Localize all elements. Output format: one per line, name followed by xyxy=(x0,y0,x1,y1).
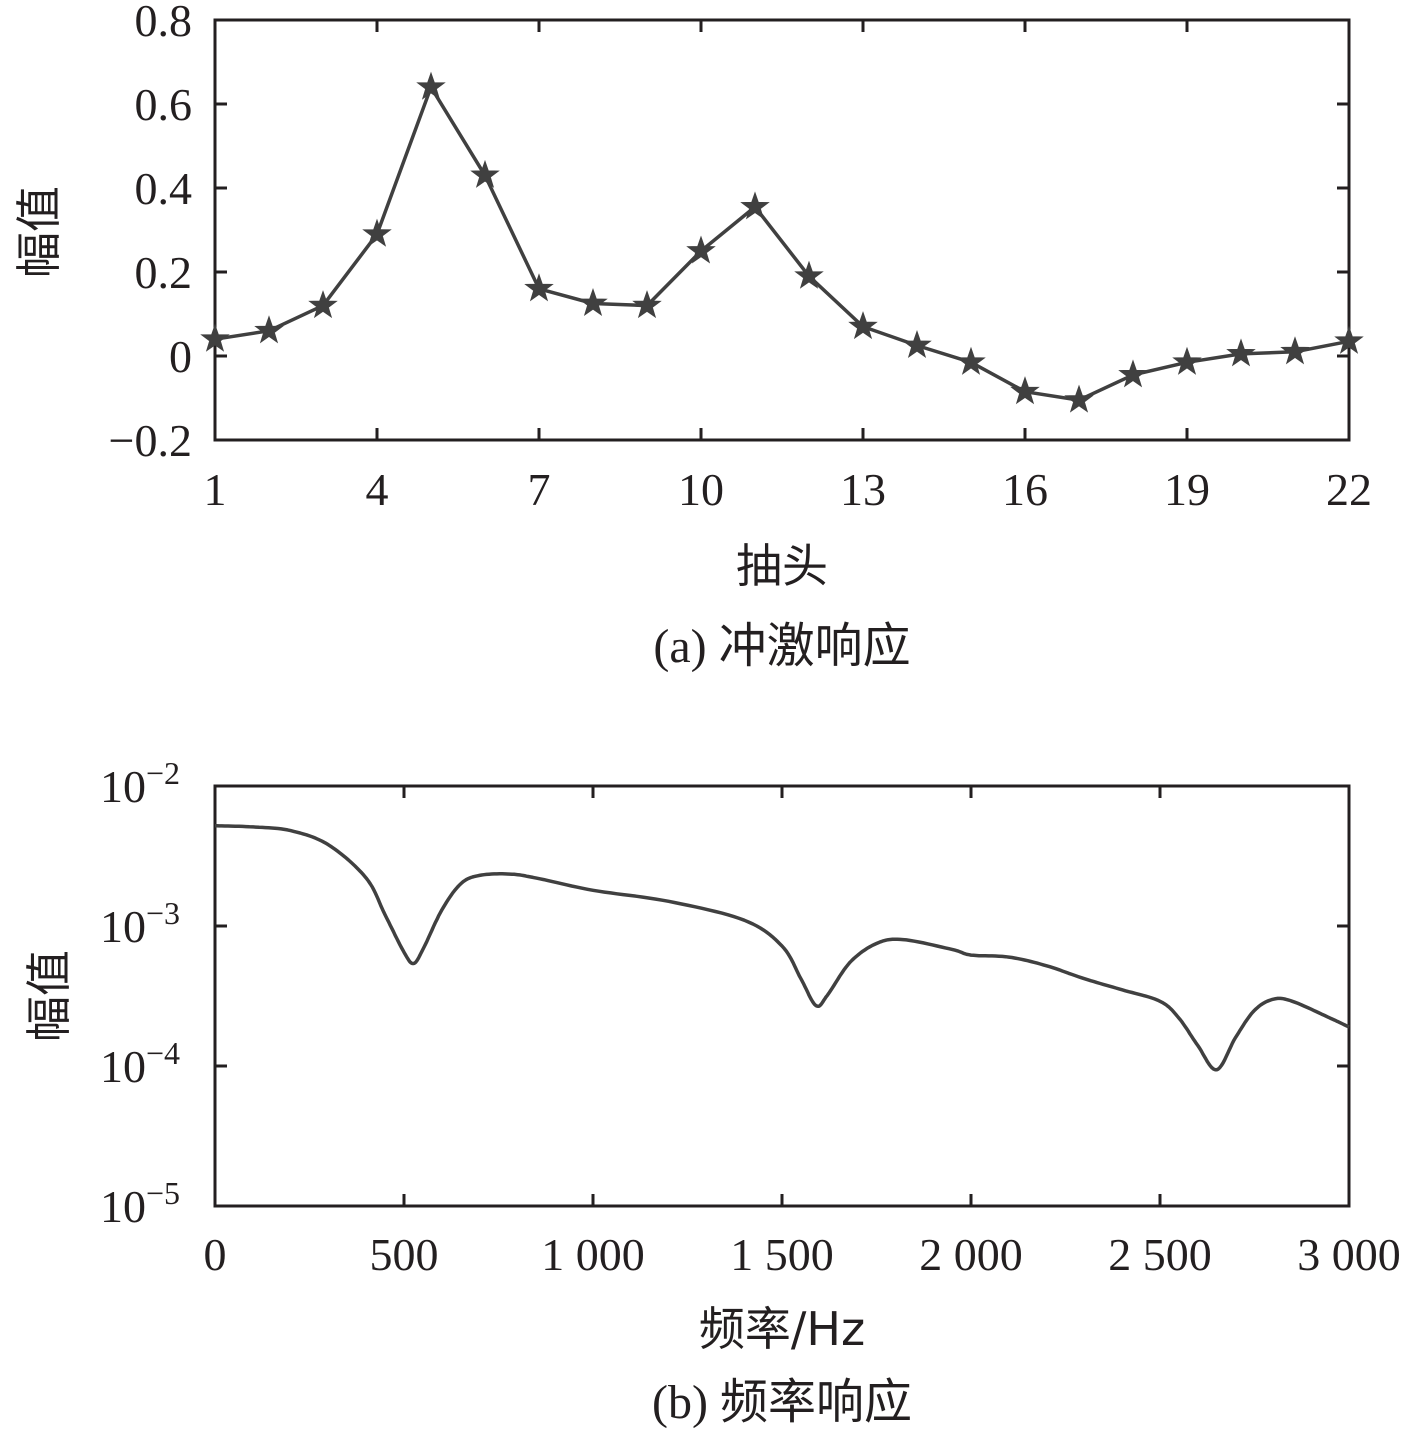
y-tick-label-a: 0.8 xyxy=(135,0,193,46)
plot-frame-b xyxy=(213,784,1351,1208)
x-tick-label-a: 7 xyxy=(528,464,551,515)
caption-b: (b) 频率响应 xyxy=(652,1376,912,1429)
star-marker xyxy=(308,290,338,319)
x-tick-label-a: 22 xyxy=(1326,464,1372,515)
star-marker xyxy=(956,346,986,375)
x-tick-label-a: 1 xyxy=(204,464,227,515)
y-tick-label-b: 10−3 xyxy=(100,895,180,952)
x-tick-label-a: 19 xyxy=(1164,464,1210,515)
plot-frame-a xyxy=(213,18,1351,442)
star-marker xyxy=(632,290,662,319)
star-marker xyxy=(1064,384,1094,413)
x-tick-label-b: 2 500 xyxy=(1108,1229,1212,1280)
star-marker xyxy=(362,218,392,247)
star-marker xyxy=(470,159,500,188)
frequency-response-series xyxy=(215,824,1350,1072)
star-marker xyxy=(1118,359,1148,388)
y-tick-label-a: 0 xyxy=(169,331,192,382)
star-marker xyxy=(416,71,446,100)
x-tick-label-a: 4 xyxy=(366,464,389,515)
star-marker xyxy=(1226,338,1256,367)
y-tick-label-a: −0.2 xyxy=(109,415,192,466)
x-axis-label-a: 抽头 xyxy=(736,539,828,593)
star-marker xyxy=(578,287,608,317)
y-tick-label-a: 0.2 xyxy=(135,247,193,298)
star-marker xyxy=(686,235,716,264)
star-marker xyxy=(524,273,554,302)
star-marker xyxy=(254,315,284,344)
impulse-response-chart: 1 4 7 10 13 16 19 22 −0.2 0 0.2 0.4 0.6 0.8 抽头 幅值 (a)… xyxy=(12,0,1372,673)
star-marker xyxy=(1010,376,1040,405)
y-tick-label-b: 10−4 xyxy=(100,1035,180,1092)
x-tick-label-b: 500 xyxy=(370,1229,439,1280)
star-marker xyxy=(1334,325,1364,354)
star-marker xyxy=(794,260,824,289)
y-axis-label-a: 幅值 xyxy=(12,186,66,278)
y-tick-label-b: 10−2 xyxy=(100,755,180,812)
y-tick-label-a: 0.6 xyxy=(135,79,193,130)
frequency-response-chart: 0 500 1 000 1 500 2 000 2 500 3 000 10−2 10−3 10−… xyxy=(22,755,1401,1429)
star-marker xyxy=(1172,346,1202,375)
star-marker xyxy=(1280,336,1310,365)
x-tick-label-a: 13 xyxy=(840,464,886,515)
star-marker xyxy=(902,329,932,359)
star-marker xyxy=(740,191,770,220)
star-marker xyxy=(848,311,878,340)
caption-a: (a) 冲激响应 xyxy=(653,620,910,673)
y-tick-label-a: 0.4 xyxy=(135,163,193,214)
x-tick-label-b: 1 500 xyxy=(730,1229,834,1280)
impulse-response-series xyxy=(214,85,1350,402)
x-tick-label-b: 0 xyxy=(204,1229,227,1280)
x-axis-label-b: 频率/Hz xyxy=(699,1302,865,1356)
y-tick-label-b: 10−5 xyxy=(100,1175,180,1232)
star-marker xyxy=(200,323,230,352)
x-tick-label-a: 16 xyxy=(1002,464,1048,515)
x-tick-label-b: 3 000 xyxy=(1297,1229,1401,1280)
x-tick-label-b: 1 000 xyxy=(541,1229,645,1280)
y-axis-label-b: 幅值 xyxy=(22,950,76,1042)
x-tick-label-b: 2 000 xyxy=(919,1229,1023,1280)
x-tick-label-a: 10 xyxy=(678,464,724,515)
